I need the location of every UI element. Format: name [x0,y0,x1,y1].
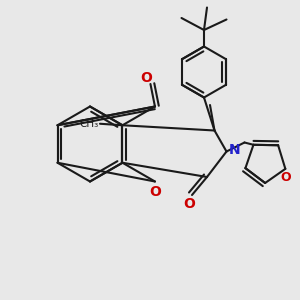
Text: N: N [229,143,241,157]
Text: O: O [280,171,291,184]
Text: O: O [149,185,161,199]
Text: CH₃: CH₃ [79,119,98,129]
Text: O: O [183,197,195,211]
Text: O: O [140,71,152,85]
